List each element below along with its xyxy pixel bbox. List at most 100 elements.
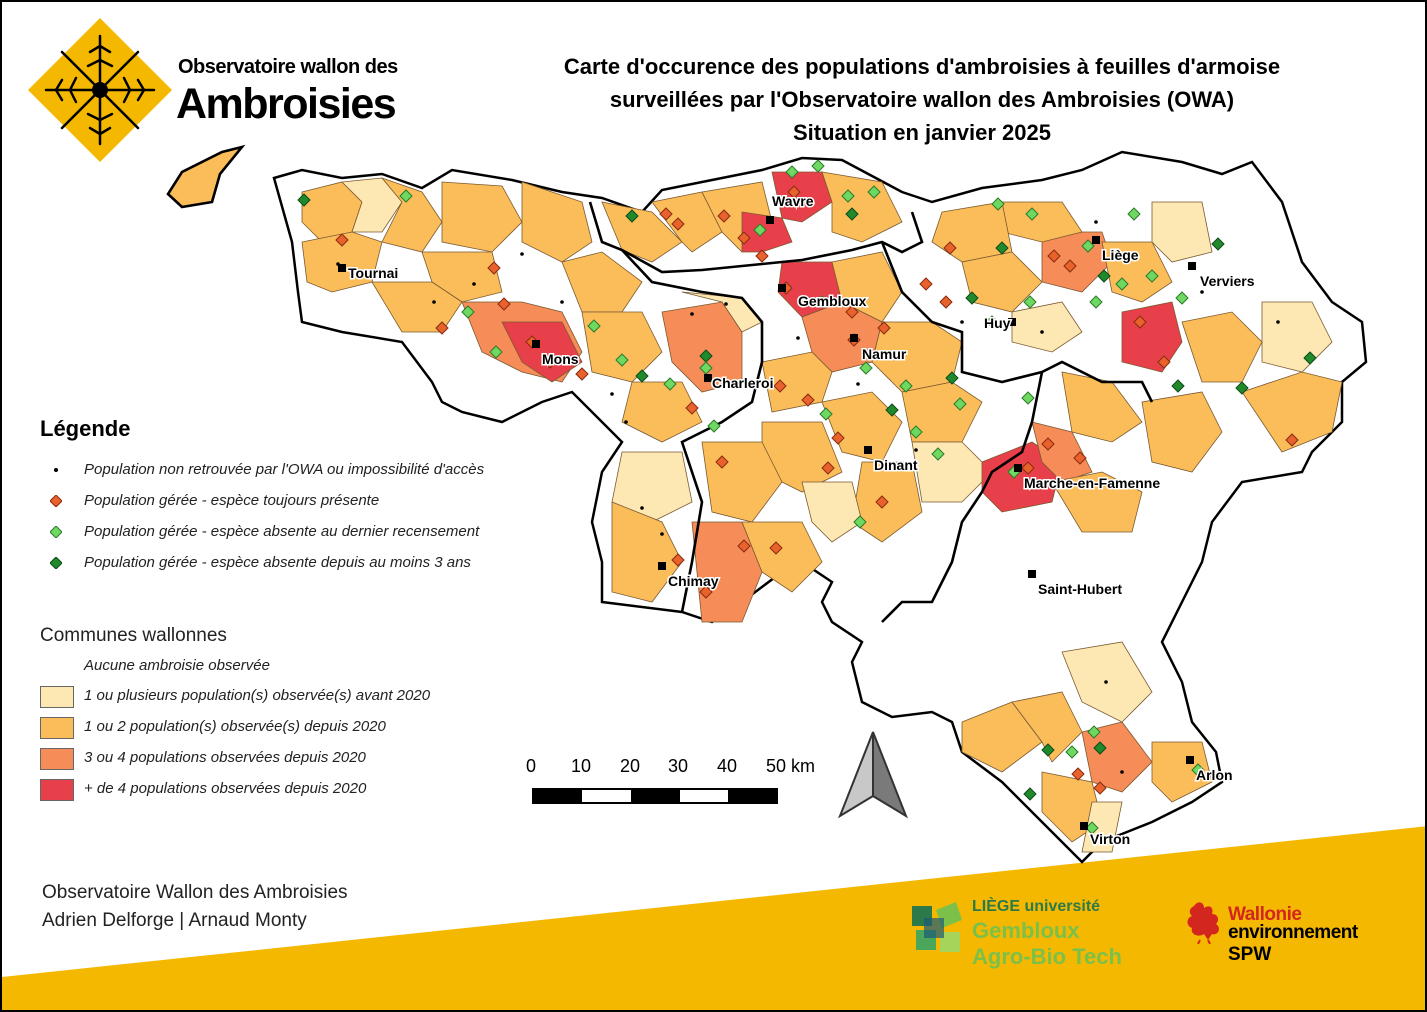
light-green-diamond-icon bbox=[50, 526, 62, 538]
population-marker-85 bbox=[773, 379, 787, 393]
scale-bar bbox=[532, 788, 778, 804]
population-not-found-2 bbox=[472, 282, 476, 286]
city-label: Huy bbox=[984, 315, 1011, 331]
map-title: Carte d'occurence des populations d'ambr… bbox=[462, 50, 1382, 149]
orange-diamond-icon bbox=[50, 495, 62, 507]
population-not-found-5 bbox=[610, 392, 614, 396]
population-marker-67 bbox=[1157, 355, 1171, 369]
population-marker-46 bbox=[953, 397, 967, 411]
population-not-found-16 bbox=[1094, 220, 1098, 224]
population-marker-43 bbox=[899, 379, 913, 393]
population-not-found-10 bbox=[724, 302, 728, 306]
city-marker bbox=[532, 340, 540, 348]
population-marker-12 bbox=[489, 345, 503, 359]
population-marker-13 bbox=[635, 369, 649, 383]
city-marker bbox=[338, 264, 346, 272]
population-marker-63 bbox=[1175, 291, 1189, 305]
commune-11 bbox=[581, 311, 663, 383]
commune-46 bbox=[1041, 231, 1113, 293]
uliege-cube-icon bbox=[912, 902, 962, 952]
population-marker-55 bbox=[943, 241, 957, 255]
population-marker-6 bbox=[497, 297, 511, 311]
population-not-found-11 bbox=[796, 336, 800, 340]
city-label: Dinant bbox=[874, 457, 918, 473]
city-label: Verviers bbox=[1200, 273, 1255, 289]
city-label: Arlon bbox=[1196, 767, 1233, 783]
population-not-found-18 bbox=[1276, 320, 1280, 324]
population-marker-14 bbox=[663, 377, 677, 391]
population-marker-89 bbox=[1087, 725, 1101, 739]
population-marker-9 bbox=[587, 319, 601, 333]
commune-43 bbox=[1261, 301, 1333, 373]
city-marker bbox=[850, 334, 858, 342]
scale-tick-label: 30 bbox=[668, 756, 689, 776]
credits: Observatoire Wallon des Ambroisies Adrie… bbox=[42, 879, 348, 935]
population-marker-66 bbox=[1133, 315, 1147, 329]
uliege-gembloux: Gembloux bbox=[972, 918, 1080, 943]
population-marker-24 bbox=[625, 209, 639, 223]
ragweed-leaf-icon bbox=[28, 18, 172, 162]
commune-57 bbox=[1151, 741, 1213, 803]
population-not-found-1 bbox=[432, 300, 436, 304]
legend-label: Population gérée - espèce absente depuis… bbox=[84, 554, 471, 571]
credits-line2: Adrien Delforge | Arnaud Monty bbox=[42, 910, 307, 931]
city-label: Mons bbox=[542, 351, 579, 367]
scale-tick-label: 40 bbox=[717, 756, 738, 776]
population-not-found-8 bbox=[660, 532, 664, 536]
city-label: Chimay bbox=[668, 573, 719, 589]
city-marker bbox=[864, 446, 872, 454]
city-label: Gembloux bbox=[798, 293, 867, 309]
city-label: Charleroi bbox=[712, 375, 773, 391]
population-marker-0 bbox=[297, 193, 311, 207]
commune-22 bbox=[831, 251, 903, 323]
swatch bbox=[40, 717, 74, 739]
population-marker-25 bbox=[659, 207, 673, 221]
north-arrow-icon bbox=[837, 731, 909, 819]
commune-54 bbox=[1011, 691, 1083, 763]
city-label: Tournai bbox=[348, 265, 398, 281]
city-label: Marche-en-Famenne bbox=[1024, 475, 1160, 491]
legend-label: Aucune ambroisie observée bbox=[84, 657, 270, 674]
commune-15 bbox=[601, 201, 683, 263]
legend-label: 1 ou plusieurs population(s) observée(s)… bbox=[84, 687, 431, 704]
population-marker-5 bbox=[435, 321, 449, 335]
commune-20 bbox=[821, 171, 903, 243]
population-marker-8 bbox=[543, 355, 557, 369]
city-label: Namur bbox=[862, 346, 907, 362]
city-marker bbox=[1092, 236, 1100, 244]
population-marker-74 bbox=[1041, 437, 1055, 451]
scale-tick-label: 50 km bbox=[766, 756, 816, 776]
brand-line1: Observatoire wallon des bbox=[178, 56, 398, 78]
commune-40 bbox=[1061, 371, 1143, 443]
city-label: Virton bbox=[1090, 831, 1130, 847]
commune-24 bbox=[761, 351, 833, 413]
population-marker-59 bbox=[1097, 269, 1111, 283]
commune-16 bbox=[651, 191, 723, 253]
population-marker-1 bbox=[335, 233, 349, 247]
population-marker-11 bbox=[575, 367, 589, 381]
city-marker bbox=[658, 562, 666, 570]
city-label: Saint-Hubert bbox=[1038, 581, 1122, 597]
population-marker-31 bbox=[787, 185, 801, 199]
population-marker-40 bbox=[877, 321, 891, 335]
population-marker-77 bbox=[1025, 477, 1039, 491]
wallonie-line2: environnement bbox=[1228, 922, 1358, 943]
commune-48 bbox=[1151, 201, 1213, 263]
population-marker-21 bbox=[737, 539, 751, 553]
population-marker-81 bbox=[821, 461, 835, 475]
population-marker-78 bbox=[931, 447, 945, 461]
commune-19 bbox=[771, 171, 833, 223]
population-marker-41 bbox=[845, 305, 859, 319]
commune-42 bbox=[1241, 371, 1343, 453]
commune-56 bbox=[1081, 721, 1153, 793]
population-marker-54 bbox=[991, 197, 1005, 211]
city-label: Wavre bbox=[772, 193, 814, 209]
population-marker-28 bbox=[737, 231, 751, 245]
city-marker bbox=[1188, 262, 1196, 270]
uliege-line2: Gembloux Agro-Bio Tech bbox=[972, 918, 1122, 970]
communes-title: Communes wallonnes bbox=[40, 625, 227, 646]
population-not-found-7 bbox=[640, 506, 644, 510]
legend-label: 3 ou 4 populations observées depuis 2020 bbox=[84, 749, 366, 766]
commune-52 bbox=[1011, 301, 1083, 353]
